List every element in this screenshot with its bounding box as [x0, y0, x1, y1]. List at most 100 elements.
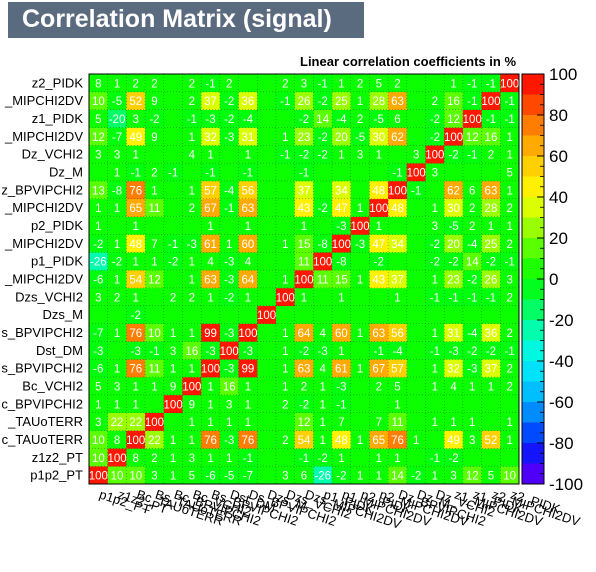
heatmap-cell: [219, 466, 239, 485]
heatmap-cell: [350, 216, 370, 235]
cell-value-label: 30: [372, 132, 385, 144]
cell-value-label: 48: [391, 203, 404, 215]
cell-value-label: 99: [204, 328, 217, 340]
y-axis-labels: p1p2_PT z1z2_PT c_TAUoTERR _TAUoTERR c_BPVIP…: [1, 75, 83, 482]
heatmap-cell: [182, 287, 202, 307]
heatmap-cell: [388, 180, 408, 200]
heatmap-cell: [163, 198, 183, 217]
cell-value-label: 3: [432, 168, 438, 180]
cell-value-label: 4: [319, 364, 326, 376]
cell-value-label: 60: [242, 239, 255, 251]
cell-value-label: 1: [189, 417, 195, 429]
cell-value-label: 76: [242, 435, 255, 447]
cell-value-label: 1: [245, 381, 251, 393]
heatmap-cell: [444, 430, 464, 449]
cell-value-label: 76: [129, 328, 142, 340]
heatmap-cell: [219, 198, 239, 217]
heatmap-cell: [201, 466, 221, 485]
heatmap-cell: [406, 287, 426, 307]
cell-value-label: 76: [129, 364, 142, 376]
heatmap-cell: [219, 270, 239, 289]
heatmap-cell: [425, 127, 445, 146]
heatmap-cell: [238, 341, 258, 360]
heatmap-cell: [219, 359, 239, 378]
y-axis-label: p2_PIDK: [31, 218, 83, 233]
heatmap-cell: [126, 252, 146, 271]
cell-value-label: 31: [242, 132, 255, 144]
heatmap-cell: [238, 377, 258, 396]
heatmap-cell: [332, 394, 352, 413]
heatmap-cell: [257, 180, 277, 200]
heatmap-cell: [257, 377, 277, 396]
cell-value-label: -3: [243, 346, 253, 358]
heatmap-cell: [500, 448, 520, 467]
heatmap-cell: [481, 287, 501, 307]
cell-value-label: -5: [224, 471, 234, 483]
heatmap-cell: [201, 305, 221, 324]
cell-value-label: -3: [448, 346, 458, 358]
cell-value-label: 1: [114, 275, 120, 287]
heatmap-cell: [163, 216, 183, 235]
heatmap-cell: [425, 394, 445, 413]
cell-value-label: 20: [335, 132, 348, 144]
heatmap-cell: [350, 74, 370, 93]
cell-value-label: 63: [298, 364, 311, 376]
heatmap-cell: [500, 145, 520, 164]
cell-value-label: 26: [485, 275, 498, 287]
cell-value-label: -1: [486, 114, 496, 126]
cell-value-label: 37: [485, 364, 498, 376]
heatmap-cell: [107, 412, 127, 431]
heatmap-cell: [425, 163, 445, 182]
heatmap-cell: [107, 127, 127, 146]
heatmap-cell: [294, 163, 314, 182]
heatmap-cell: [388, 270, 408, 289]
cell-value-label: 25: [335, 96, 348, 108]
cell-value-label: 10: [92, 435, 105, 447]
cell-value-label: 2: [506, 364, 512, 376]
cell-value-label: 11: [392, 417, 404, 429]
heatmap-cell: [163, 341, 183, 360]
cell-value-label: 32: [204, 132, 217, 144]
cell-value-label: 25: [485, 239, 498, 251]
cell-value-label: 2: [282, 435, 288, 447]
heatmap-cell: [388, 127, 408, 146]
heatmap-cell: [257, 394, 277, 413]
heatmap-cell: [201, 74, 221, 93]
heatmap-cell: [444, 466, 464, 485]
cell-value-label: 3: [450, 471, 456, 483]
cell-value-label: -3: [205, 114, 215, 126]
heatmap-cell: [313, 305, 333, 324]
heatmap-cell: [275, 359, 295, 378]
heatmap-cell: [163, 270, 183, 289]
cell-value-label: -1: [448, 292, 458, 304]
colorbar-segment: [522, 197, 544, 218]
heatmap-cell: [89, 91, 108, 110]
heatmap-cell: [313, 270, 333, 289]
cell-value-label: 100: [164, 399, 183, 411]
heatmap-cell: [369, 359, 389, 378]
heatmap-cell: [107, 145, 127, 164]
heatmap-cell: [425, 180, 445, 200]
heatmap-cell: [294, 252, 314, 271]
heatmap-cell: [145, 466, 165, 485]
heatmap-cell: [406, 377, 426, 396]
heatmap-cell: [182, 430, 202, 449]
colorbar-segment: [522, 299, 544, 321]
heatmap-cell: [275, 323, 295, 342]
heatmap-cell: [107, 252, 127, 271]
heatmap-cell: [462, 394, 482, 413]
cell-value-label: 1: [432, 471, 438, 483]
heatmap-cell: [500, 74, 520, 93]
cell-value-label: -8: [318, 239, 328, 251]
cell-value-label: 1: [95, 221, 101, 233]
heatmap-cell: [257, 74, 277, 93]
cell-value-label: -3: [131, 346, 141, 358]
cell-value-label: 16: [185, 346, 198, 358]
heatmap-cell: [126, 145, 146, 164]
heatmap-cell: [332, 198, 352, 217]
heatmap-cell: [406, 145, 426, 164]
cell-value-label: -3: [355, 239, 365, 251]
cell-value-label: 1: [338, 453, 344, 465]
heatmap-cell: [275, 377, 295, 396]
heatmap-cells: [89, 74, 520, 485]
